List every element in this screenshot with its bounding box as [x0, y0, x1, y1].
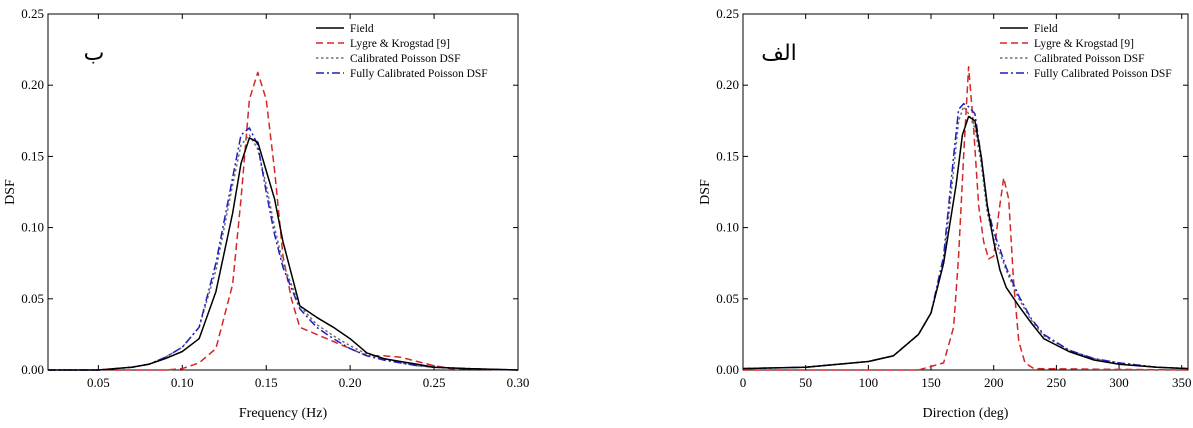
legend-label: Calibrated Poisson DSF: [1034, 53, 1145, 65]
x-tick-label: 0.05: [87, 375, 110, 390]
y-tick-label: 0.15: [716, 148, 739, 163]
legend-label: Lygre & Krogstad [9]: [350, 38, 450, 50]
y-tick-label: 0.25: [716, 6, 739, 21]
y-tick-label: 0.00: [716, 362, 739, 377]
y-tick-label: 0.20: [716, 77, 739, 92]
panel-label: الف: [761, 41, 797, 66]
y-tick-label: 0.05: [716, 291, 739, 306]
panel-direction: 0 50 100 150 200 250 300 350 0.00 0.05 0.10 0.15 0.2…: [698, 6, 1191, 421]
x-tick-label: 0.30: [507, 375, 530, 390]
panel-label: ب: [84, 41, 105, 66]
series-line-3: [742, 102, 1189, 370]
panel-frequency: 0.05 0.10 0.15 0.20 0.25 0.30 0.00 0.05 0.10 0.15…: [3, 6, 529, 421]
y-tick-label: 0.20: [21, 77, 44, 92]
series-line-0: [48, 137, 519, 371]
legend-label: Fully Calibrated Poisson DSF: [1034, 68, 1172, 80]
legend-label: Fully Calibrated Poisson DSF: [350, 68, 488, 80]
x-tick-label: 350: [1172, 375, 1192, 390]
y-axis-label: DSF: [3, 179, 18, 205]
x-tick-label: 200: [984, 375, 1004, 390]
x-tick-label: 250: [1047, 375, 1067, 390]
x-tick-label: 100: [859, 375, 879, 390]
y-tick-label: 0.05: [21, 291, 44, 306]
x-axis-label: Frequency (Hz): [239, 406, 328, 421]
legend-label: Field: [350, 23, 374, 35]
series-line-0: [742, 115, 1189, 370]
x-axis-label: Direction (deg): [923, 406, 1009, 421]
x-tick-label: 150: [921, 375, 941, 390]
y-tick-label: 0.00: [21, 362, 44, 377]
series-line-1: [743, 65, 1189, 371]
y-axis-label: DSF: [698, 179, 713, 205]
x-tick-label: 0.15: [255, 375, 278, 390]
series-line-2: [48, 134, 519, 371]
legend-label: Field: [1034, 23, 1058, 35]
y-tick-label: 0.15: [21, 148, 44, 163]
x-tick-label: 0.25: [423, 375, 446, 390]
plot-frame: [742, 13, 1189, 371]
series-line-1: [48, 71, 519, 371]
legend-label: Calibrated Poisson DSF: [350, 53, 461, 65]
x-tick-label: 300: [1109, 375, 1129, 390]
x-tick-label: 0: [740, 375, 747, 390]
x-tick-label: 0.10: [171, 375, 194, 390]
x-tick-label: 0.20: [339, 375, 362, 390]
y-tick-label: 0.10: [716, 220, 739, 235]
y-tick-label: 0.10: [21, 220, 44, 235]
plot-frame: [47, 13, 519, 371]
y-tick-label: 0.25: [21, 6, 44, 21]
legend-label: Lygre & Krogstad [9]: [1034, 38, 1134, 50]
x-tick-label: 50: [799, 375, 812, 390]
series-line-2: [742, 105, 1189, 370]
